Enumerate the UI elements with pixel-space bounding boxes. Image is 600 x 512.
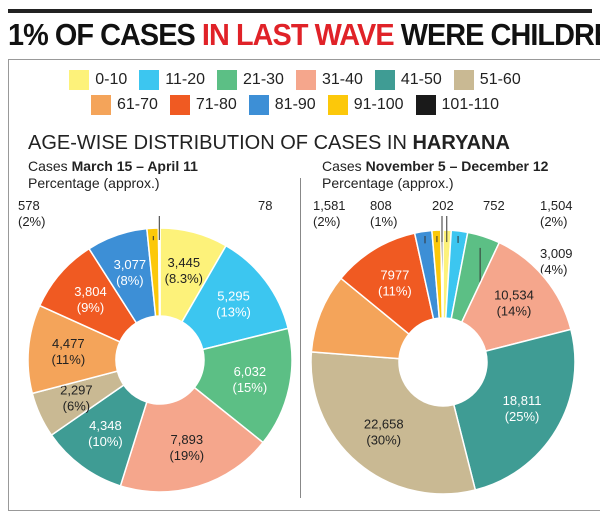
right-chart-title: Cases November 5 – December 12 Percentage… <box>322 158 548 192</box>
legend-item: 71-80 <box>169 95 237 115</box>
data-label: 6,032 <box>234 364 267 379</box>
percent-label: (13%) <box>216 305 251 320</box>
legend-label: 41-50 <box>400 71 442 88</box>
donut-hole <box>399 318 487 406</box>
legend-swatch <box>69 70 90 90</box>
title-prefix: Cases <box>322 158 366 174</box>
legend-swatch <box>139 70 160 90</box>
data-label: 2,297 <box>60 382 93 397</box>
legend-label: 11-20 <box>165 71 206 88</box>
data-label: 808 <box>370 198 392 213</box>
percent-label: (4%) <box>540 262 567 277</box>
content-frame <box>8 59 600 511</box>
legend-item: 61-70 <box>90 95 158 115</box>
data-label: 10,534 <box>494 287 534 302</box>
headline-highlight: IN LAST WAVE <box>201 17 395 52</box>
donut-slice-101-110 <box>157 227 161 317</box>
percent-label: (8%) <box>116 273 143 288</box>
legend-label: 0-10 <box>95 71 128 88</box>
percent-label: (2%) <box>540 214 567 229</box>
left-chart-title: Cases March 15 – April 11 Percentage (app… <box>28 158 198 192</box>
legend-swatch <box>327 95 348 115</box>
chart-subtitle: Percentage (approx.) <box>28 175 160 191</box>
legend-label: 51-60 <box>479 71 521 88</box>
legend: 0-10 11-20 21-30 31-40 41-50 51-60 61-70 71-80 8… <box>60 70 530 120</box>
legend-label: 91-100 <box>353 96 404 113</box>
legend-item: 101-110 <box>415 95 500 115</box>
legend-swatch <box>248 95 269 115</box>
data-label: 3,804 <box>74 284 107 299</box>
legend-item: 81-90 <box>248 95 316 115</box>
legend-item: 41-50 <box>374 70 442 90</box>
headline: 1% OF CASES IN LAST WAVE WERE CHILDREN <box>8 17 600 53</box>
legend-label: 101-110 <box>441 96 500 113</box>
data-label: 202 <box>432 198 454 213</box>
percent-label: (11%) <box>51 352 85 367</box>
percent-label: (19%) <box>169 448 204 463</box>
legend-item: 11-20 <box>139 70 205 90</box>
percent-label: (2%) <box>313 214 340 229</box>
legend-item: 21-30 <box>217 70 284 90</box>
percent-label: (14%) <box>497 303 532 318</box>
title-bold: March 15 – April 11 <box>71 158 198 174</box>
legend-swatch <box>415 95 436 115</box>
section-title: AGE-WISE DISTRIBUTION OF CASES IN HARYAN… <box>28 132 510 155</box>
legend-label: 31-40 <box>321 71 363 88</box>
percent-label: (2%) <box>18 214 45 229</box>
data-label: 3,077 <box>114 257 147 272</box>
title-prefix: Cases <box>28 158 72 174</box>
legend-label: 71-80 <box>195 96 237 113</box>
section-title-bold: HARYANA <box>412 132 510 154</box>
chart-subtitle: Percentage (approx.) <box>322 175 454 191</box>
data-label: 7,893 <box>171 432 204 447</box>
data-label: 3,009 <box>540 246 573 261</box>
data-label: 78 <box>258 198 272 213</box>
legend-swatch <box>169 95 190 115</box>
top-rule <box>8 9 592 13</box>
data-label: 22,658 <box>364 416 404 431</box>
donut-hole <box>116 316 204 404</box>
legend-item: 91-100 <box>327 95 404 115</box>
data-label: 4,477 <box>52 336 85 351</box>
percent-label: (9%) <box>77 300 104 315</box>
data-label: 3,445 <box>168 255 201 270</box>
legend-swatch <box>90 95 111 115</box>
legend-swatch <box>374 70 395 90</box>
data-label: 4,348 <box>89 418 122 433</box>
headline-part: WERE CHILDREN <box>400 17 600 52</box>
legend-label: 61-70 <box>116 96 158 113</box>
section-title-text: AGE-WISE DISTRIBUTION OF CASES IN <box>28 132 413 154</box>
legend-label: 21-30 <box>243 71 284 88</box>
percent-label: (15%) <box>233 380 268 395</box>
data-label: 1,504 <box>540 198 573 213</box>
legend-item: 31-40 <box>295 70 363 90</box>
data-label: 752 <box>483 198 505 213</box>
title-bold: November 5 – December 12 <box>365 158 549 174</box>
percent-label: (11%) <box>378 284 412 299</box>
legend-item: 51-60 <box>453 70 521 90</box>
data-label: 1,581 <box>313 198 346 213</box>
percent-label: (1%) <box>370 214 397 229</box>
legend-swatch <box>217 70 238 90</box>
legend-swatch <box>453 70 474 90</box>
legend-swatch <box>295 70 316 90</box>
percent-label: (25%) <box>505 409 540 424</box>
percent-label: (30%) <box>366 432 401 447</box>
headline-part: 1% OF CASES <box>8 17 202 52</box>
data-label: 7977 <box>380 268 409 283</box>
data-label: 18,811 <box>503 393 542 408</box>
percent-label: (10%) <box>88 434 123 449</box>
percent-label: (6%) <box>63 398 90 413</box>
data-label: 5,295 <box>217 289 250 304</box>
legend-item: 0-10 <box>69 70 127 90</box>
data-label: 578 <box>18 198 40 213</box>
divider <box>300 178 301 498</box>
percent-label: (8.3%) <box>165 271 203 286</box>
legend-label: 81-90 <box>274 96 316 113</box>
